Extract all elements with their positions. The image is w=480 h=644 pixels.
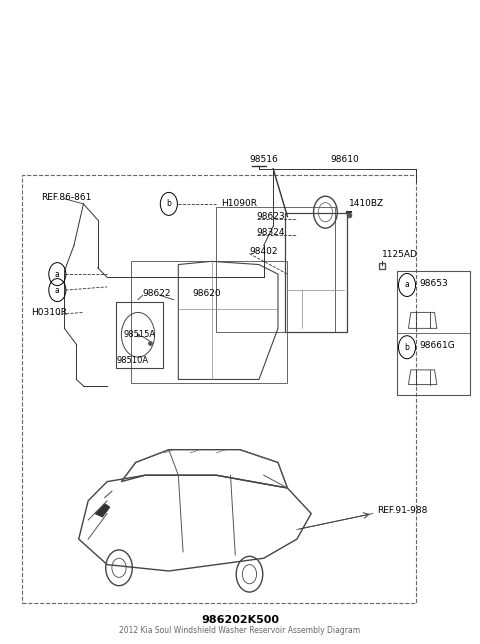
Text: b: b xyxy=(405,343,409,352)
Text: H0310R: H0310R xyxy=(31,308,67,317)
Text: a: a xyxy=(55,270,60,279)
Text: a: a xyxy=(405,281,409,289)
Text: 98324: 98324 xyxy=(257,228,285,237)
Text: 98516: 98516 xyxy=(250,155,278,164)
Text: a: a xyxy=(55,285,60,294)
Text: REF.86-861: REF.86-861 xyxy=(41,193,91,202)
Text: 98653: 98653 xyxy=(420,279,448,289)
Text: 1125AD: 1125AD xyxy=(383,251,418,260)
Text: REF.91-988: REF.91-988 xyxy=(378,506,428,515)
Text: b: b xyxy=(167,200,171,209)
Text: 98402: 98402 xyxy=(250,247,278,256)
Text: H1090R: H1090R xyxy=(221,200,257,209)
Text: 98661G: 98661G xyxy=(420,341,455,350)
Text: 1410BZ: 1410BZ xyxy=(349,200,384,209)
Text: 98623: 98623 xyxy=(257,212,285,221)
Text: 2012 Kia Soul Windshield Washer Reservoir Assembly Diagram: 2012 Kia Soul Windshield Washer Reservoi… xyxy=(120,626,360,635)
Text: 98610: 98610 xyxy=(330,155,359,164)
Text: 98622: 98622 xyxy=(143,289,171,298)
Polygon shape xyxy=(96,504,109,516)
Text: 98510A: 98510A xyxy=(117,355,149,365)
Text: 98515A: 98515A xyxy=(124,330,156,339)
Text: 98620: 98620 xyxy=(192,289,221,298)
Text: 986202K500: 986202K500 xyxy=(201,615,279,625)
